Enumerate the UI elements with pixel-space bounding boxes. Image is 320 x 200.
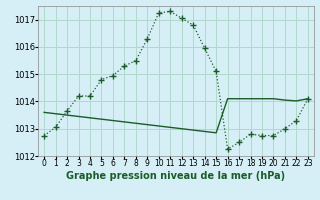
X-axis label: Graphe pression niveau de la mer (hPa): Graphe pression niveau de la mer (hPa)	[67, 171, 285, 181]
